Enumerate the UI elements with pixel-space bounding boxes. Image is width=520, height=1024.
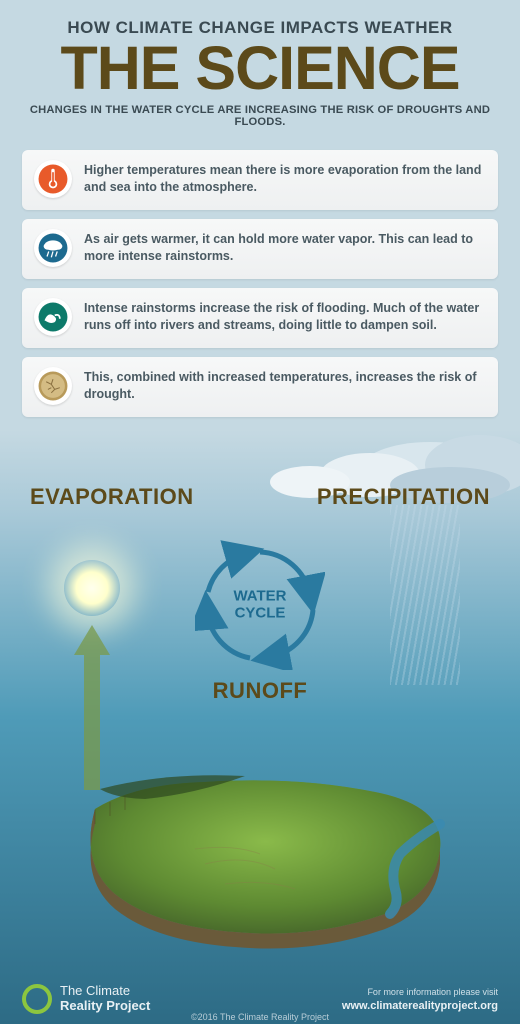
- runoff-label: RUNOFF: [213, 678, 308, 704]
- logo-ring-icon: [22, 984, 52, 1014]
- card-text: This, combined with increased temperatur…: [84, 367, 484, 403]
- card-drought: This, combined with increased temperatur…: [22, 357, 498, 417]
- terrain-illustration: [45, 754, 475, 964]
- cycle-label-2: CYCLE: [235, 604, 286, 621]
- card-evaporation: Higher temperatures mean there is more e…: [22, 150, 498, 210]
- card-flooding: Intense rainstorms increase the risk of …: [22, 288, 498, 348]
- card-rainstorm: As air gets warmer, it can hold more wat…: [22, 219, 498, 279]
- rain: [390, 505, 460, 685]
- evaporation-label: EVAPORATION: [30, 484, 194, 510]
- logo: The Climate Reality Project: [22, 984, 150, 1014]
- wave-icon: [34, 298, 72, 336]
- header: HOW CLIMATE CHANGE IMPACTS WEATHER THE S…: [0, 0, 520, 138]
- logo-line1: The Climate: [60, 984, 150, 999]
- card-text: Higher temperatures mean there is more e…: [84, 160, 484, 196]
- thermometer-icon: [34, 160, 72, 198]
- precipitation-label: PRECIPITATION: [317, 484, 490, 510]
- water-cycle-ring: WATER CYCLE: [195, 540, 325, 670]
- footer-info: For more information please visit www.cl…: [342, 986, 498, 1014]
- card-text: As air gets warmer, it can hold more wat…: [84, 229, 484, 265]
- cycle-label-1: WATER: [233, 588, 286, 605]
- visit-label: For more information please visit: [342, 986, 498, 999]
- infographic-page: HOW CLIMATE CHANGE IMPACTS WEATHER THE S…: [0, 0, 520, 1024]
- subtitle: CHANGES IN THE WATER CYCLE ARE INCREASIN…: [28, 104, 492, 128]
- sun: [64, 560, 120, 616]
- card-text: Intense rainstorms increase the risk of …: [84, 298, 484, 334]
- cycle-label: WATER CYCLE: [233, 589, 286, 622]
- info-cards: Higher temperatures mean there is more e…: [0, 138, 520, 417]
- copyright: ©2016 The Climate Reality Project: [0, 1012, 520, 1022]
- logo-text: The Climate Reality Project: [60, 984, 150, 1014]
- drought-icon: [34, 367, 72, 405]
- main-title: THE SCIENCE: [28, 40, 492, 98]
- rain-cloud-icon: [34, 229, 72, 267]
